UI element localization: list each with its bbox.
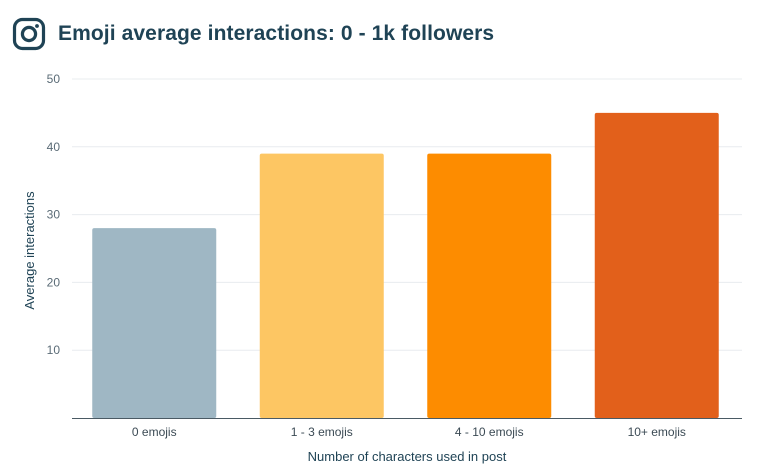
bar: [259, 153, 384, 418]
x-category-label: 4 - 10 emojis: [455, 425, 524, 439]
chart-title: Emoji average interactions: 0 - 1k follo…: [58, 22, 495, 45]
bar: [427, 153, 552, 418]
y-tick-label: 10: [47, 343, 61, 357]
y-tick-label: 50: [47, 72, 61, 86]
y-tick-labels: 10 20 30 40 50: [47, 72, 61, 357]
y-tick-label: 40: [47, 140, 61, 154]
chart-header: Emoji average interactions: 0 - 1k follo…: [12, 14, 494, 54]
y-tick-label: 30: [47, 208, 61, 222]
bars: [92, 112, 719, 419]
instagram-logo-icon: [12, 17, 46, 51]
y-tick-label: 20: [47, 275, 61, 289]
x-category-label: 1 - 3 emojis: [291, 425, 353, 439]
bar: [594, 112, 719, 419]
x-category-labels: 0 emojis 1 - 3 emojis 4 - 10 emojis 10+ emo…: [132, 425, 686, 439]
x-category-label: 10+ emojis: [628, 425, 686, 439]
x-axis-title: Number of characters used in post: [308, 449, 507, 464]
y-axis-title: Average interactions: [22, 191, 37, 310]
x-category-label: 0 emojis: [132, 425, 177, 439]
bar: [92, 228, 217, 418]
